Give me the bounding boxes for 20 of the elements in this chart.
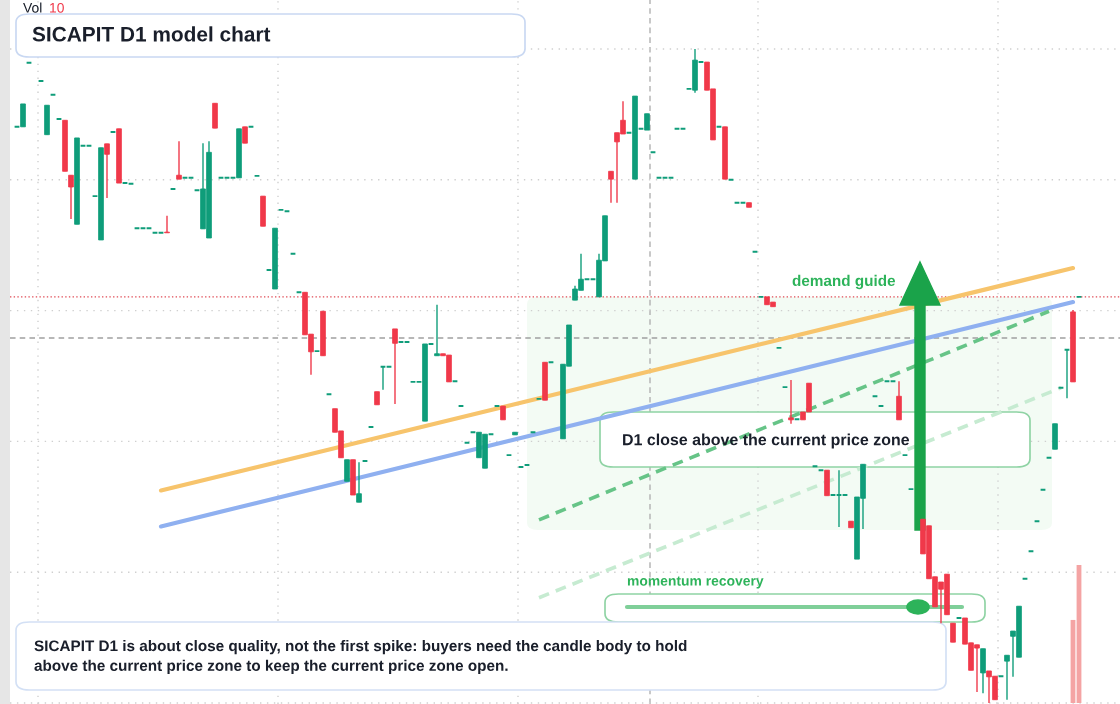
- annotation: momentum recovery: [627, 576, 764, 589]
- text: Vol: [23, 2, 42, 13]
- candlestick: [344, 459, 350, 482]
- candlestick: [434, 304, 440, 357]
- annotation: D1 close above the current price zone: [623, 433, 910, 449]
- candlestick: [164, 215, 170, 234]
- candlestick: [950, 622, 956, 643]
- candlestick: [356, 461, 362, 503]
- candlestick: [68, 174, 74, 220]
- chart-title: SICAPIT D1 model chart: [32, 26, 271, 42]
- candlestick: [896, 380, 902, 421]
- candlestick: [392, 328, 398, 405]
- annotation: demand guide: [792, 274, 896, 290]
- candlestick: [608, 170, 614, 204]
- text: 10: [50, 2, 64, 13]
- candlestick: [788, 379, 794, 425]
- candlestick: [104, 143, 110, 199]
- candlestick: [176, 140, 182, 180]
- annotation: SICAPIT D1 is about close quality, not the first spike: buyers need the candle body to hold above the current price zone to keep the current price zone open.: [34, 639, 687, 675]
- candlestick: [1004, 654, 1010, 701]
